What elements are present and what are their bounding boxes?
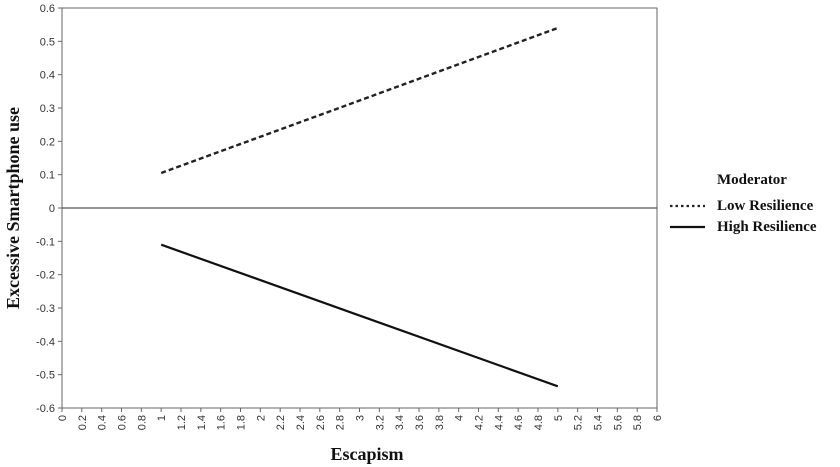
x-tick-label: 1.8: [236, 415, 248, 430]
y-tick-label: -0.1: [36, 236, 55, 248]
x-tick-label: 3.2: [374, 415, 386, 430]
y-tick-label: 0.6: [40, 3, 55, 15]
x-tick-label: 5.6: [612, 415, 624, 430]
y-tick-label: 0.5: [40, 36, 55, 48]
legend: Moderator Low Resilience High Resilience: [670, 172, 817, 235]
x-axis-ticks: 0 0.2 0.4 0.6 0.8 1 1.2 1.4 1.6 1.8 2 2.2 2.4 2.6 2.8 3…: [57, 408, 664, 430]
y-tick-label: 0.3: [40, 103, 55, 115]
x-tick-label: 0.2: [77, 415, 89, 430]
x-tick-label: 0: [57, 415, 69, 421]
y-tick-label: -0.3: [36, 303, 55, 315]
x-tick-label: 3.4: [394, 415, 406, 430]
x-tick-label: 4.8: [533, 415, 545, 430]
y-axis-title: Excessive Smartphone use: [3, 107, 23, 309]
x-tick-label: 2.8: [335, 415, 347, 430]
x-axis-title: Escapism: [330, 444, 403, 464]
x-tick-label: 2.6: [315, 415, 327, 430]
x-tick-label: 3: [355, 415, 367, 421]
x-tick-label: 2.2: [275, 415, 287, 430]
y-tick-label: -0.6: [36, 403, 55, 415]
y-tick-label: 0.4: [40, 70, 55, 82]
y-tick-label: -0.5: [36, 370, 55, 382]
y-axis-ticks: 0.6 0.5 0.4 0.3 0.2 0.1 0 -0.1 -0.2 -0.3 -0.4 -0.5 -…: [36, 3, 62, 415]
x-tick-label: 4.4: [493, 415, 505, 430]
x-tick-label: 2: [255, 415, 267, 421]
x-tick-label: 5.4: [593, 415, 605, 430]
x-tick-label: 3.8: [434, 415, 446, 430]
y-tick-label: -0.4: [36, 336, 55, 348]
x-tick-label: 4.6: [513, 415, 525, 430]
x-tick-label: 5.8: [632, 415, 644, 430]
x-tick-label: 1.4: [196, 415, 208, 430]
x-tick-label: 4: [454, 415, 466, 421]
x-tick-label: 5.2: [573, 415, 585, 430]
legend-title: Moderator: [717, 172, 787, 188]
x-tick-label: 1: [156, 415, 168, 421]
x-tick-label: 3.6: [414, 415, 426, 430]
x-tick-label: 6: [652, 415, 664, 421]
x-tick-label: 0.6: [117, 415, 129, 430]
x-tick-label: 0.4: [97, 415, 109, 430]
legend-label-low-resilience: Low Resilience: [717, 198, 814, 214]
y-tick-label: 0: [49, 203, 55, 215]
x-tick-label: 2.4: [295, 415, 307, 430]
series-line-low-resilience: [160, 26, 559, 175]
x-tick-label: 5: [553, 415, 565, 421]
x-tick-label: 4.2: [474, 415, 486, 430]
y-tick-label: -0.2: [36, 270, 55, 282]
series-line-high-resilience: [160, 243, 559, 388]
x-tick-label: 1.2: [176, 415, 188, 430]
series-lines: [160, 26, 559, 388]
y-tick-label: 0.2: [40, 136, 55, 148]
x-tick-label: 0.8: [136, 415, 148, 430]
y-tick-label: 0.1: [40, 170, 55, 182]
x-tick-label: 1.6: [216, 415, 228, 430]
legend-label-high-resilience: High Resilience: [717, 219, 817, 235]
